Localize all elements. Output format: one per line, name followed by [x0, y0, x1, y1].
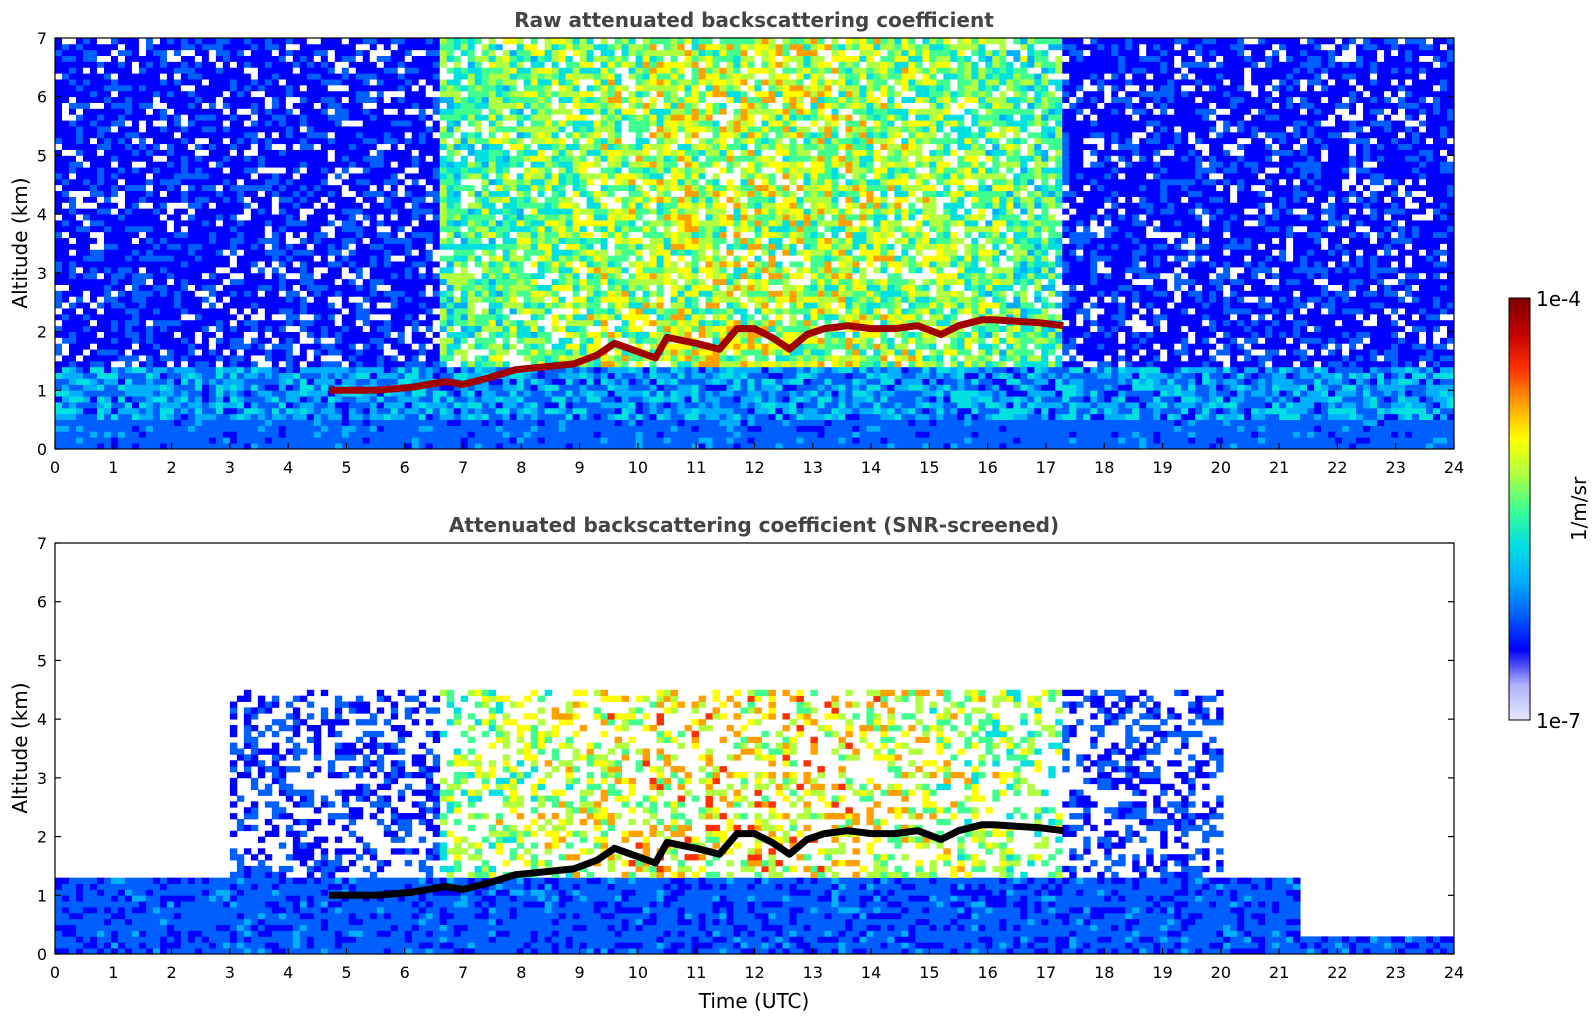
x-tick-label: 24	[1444, 963, 1464, 982]
x-tick-label: 23	[1386, 963, 1406, 982]
y-tick-label: 6	[37, 593, 47, 612]
x-tick-label: 1	[108, 458, 118, 477]
panel-title: Raw attenuated backscattering coefficien…	[514, 8, 994, 32]
x-tick-label: 6	[400, 458, 410, 477]
x-tick-label: 1	[108, 963, 118, 982]
cloud-layer-line	[329, 821, 1064, 899]
x-tick-label: 22	[1327, 963, 1347, 982]
x-tick-label: 21	[1269, 963, 1289, 982]
cloud-layer-line	[329, 316, 1064, 394]
x-tick-label: 23	[1386, 458, 1406, 477]
y-tick-label: 5	[37, 651, 47, 670]
x-tick-label: 16	[977, 963, 997, 982]
x-tick-label: 3	[225, 963, 235, 982]
panel-title: Attenuated backscattering coefficient (S…	[449, 513, 1059, 537]
heatmap	[55, 38, 1454, 449]
x-tick-label: 24	[1444, 458, 1464, 477]
x-tick-label: 0	[50, 963, 60, 982]
x-tick-label: 18	[1094, 458, 1114, 477]
x-tick-label: 13	[803, 963, 823, 982]
x-axis: 0 1 2 3 4 5 6 7 8 9 10 11 12 13 14 15 16 17 18 19 20 21 22 23 24	[50, 443, 1464, 477]
x-tick-label: 0	[50, 458, 60, 477]
x-tick-label: 21	[1269, 458, 1289, 477]
x-tick-label: 22	[1327, 458, 1347, 477]
x-tick-label: 15	[919, 963, 939, 982]
y-tick-label: 1	[37, 886, 47, 905]
x-tick-label: 12	[744, 963, 764, 982]
colorbar-gradient	[1508, 297, 1531, 721]
x-tick-label: 5	[341, 963, 351, 982]
x-tick-label: 19	[1152, 963, 1172, 982]
cloud-layer	[329, 821, 1064, 899]
x-tick-label: 14	[861, 963, 881, 982]
x-tick-label: 17	[1036, 458, 1056, 477]
colorbar-unit-label: 1/m/sr	[1567, 476, 1591, 541]
x-tick-label: 5	[341, 458, 351, 477]
y-tick-label: 6	[37, 88, 47, 107]
y-axis: 0 1 2 3 4 5 6 7	[37, 534, 1454, 964]
x-tick-label: 10	[628, 963, 648, 982]
x-tick-label: 3	[225, 458, 235, 477]
x-tick-label: 2	[166, 963, 176, 982]
snr-screened-panel: Attenuated backscattering coefficient (S…	[8, 513, 1464, 1013]
x-tick-label: 18	[1094, 963, 1114, 982]
x-tick-label: 12	[744, 458, 764, 477]
y-tick-label: 7	[37, 29, 47, 48]
y-tick-label: 0	[37, 440, 47, 459]
raw-backscatter-panel: Raw attenuated backscattering coefficien…	[8, 8, 1464, 477]
x-tick-label: 10	[628, 458, 648, 477]
y-tick-label: 0	[37, 945, 47, 964]
colorbar: 1e-4 1e-7 1/m/sr	[1508, 287, 1591, 733]
x-tick-label: 6	[400, 963, 410, 982]
colorbar-min-label: 1e-7	[1536, 709, 1581, 733]
y-axis: 0 1 2 3 4 5 6 7	[37, 29, 1454, 459]
x-tick-label: 8	[516, 458, 526, 477]
x-axis-label: Time (UTC)	[698, 989, 810, 1013]
y-tick-label: 4	[37, 205, 47, 224]
x-tick-label: 16	[977, 458, 997, 477]
y-tick-label: 4	[37, 710, 47, 729]
x-tick-label: 9	[575, 458, 585, 477]
y-tick-label: 3	[37, 769, 47, 788]
y-axis-label: Altitude (km)	[8, 177, 32, 308]
x-tick-label: 13	[803, 458, 823, 477]
y-tick-label: 3	[37, 264, 47, 283]
x-axis: 0 1 2 3 4 5 6 7 8 9 10 11 12 13 14 15 16 17 18 19 20 21 22 23 24	[50, 948, 1464, 982]
heatmap	[55, 689, 1454, 954]
x-tick-label: 19	[1152, 458, 1172, 477]
x-tick-label: 11	[686, 963, 706, 982]
x-tick-label: 9	[575, 963, 585, 982]
x-tick-label: 7	[458, 963, 468, 982]
x-tick-label: 4	[283, 458, 293, 477]
y-tick-label: 5	[37, 146, 47, 165]
colorbar-max-label: 1e-4	[1536, 287, 1581, 311]
x-tick-label: 20	[1211, 963, 1231, 982]
y-tick-label: 7	[37, 534, 47, 553]
x-tick-label: 14	[861, 458, 881, 477]
y-tick-label: 1	[37, 381, 47, 400]
x-tick-label: 7	[458, 458, 468, 477]
x-tick-label: 20	[1211, 458, 1231, 477]
x-tick-label: 4	[283, 963, 293, 982]
x-tick-label: 11	[686, 458, 706, 477]
x-tick-label: 2	[166, 458, 176, 477]
y-tick-label: 2	[37, 828, 47, 847]
x-tick-label: 15	[919, 458, 939, 477]
x-tick-label: 8	[516, 963, 526, 982]
cloud-layer	[329, 316, 1064, 394]
x-tick-label: 17	[1036, 963, 1056, 982]
y-tick-label: 2	[37, 323, 47, 342]
y-axis-label: Altitude (km)	[8, 682, 32, 813]
